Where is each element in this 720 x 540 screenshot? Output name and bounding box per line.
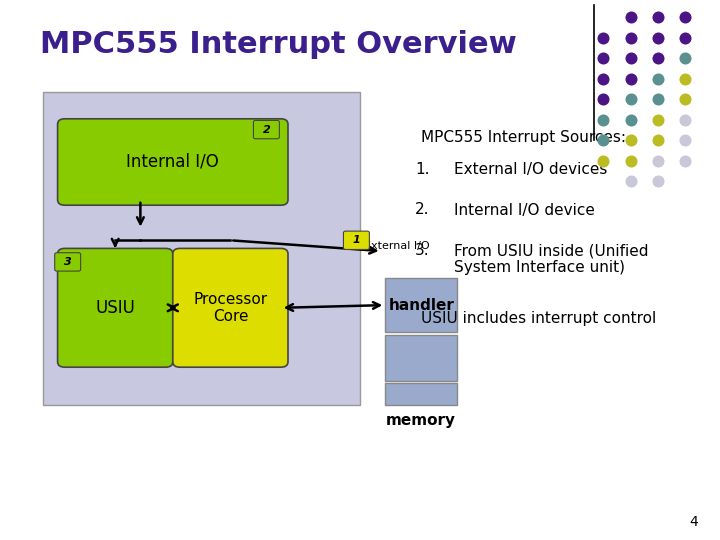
FancyBboxPatch shape	[385, 335, 457, 381]
Point	[680, 13, 691, 22]
Point	[652, 75, 664, 83]
Text: External I/O: External I/O	[364, 241, 430, 251]
Point	[625, 54, 636, 63]
Point	[598, 33, 609, 42]
FancyBboxPatch shape	[58, 119, 288, 205]
Point	[625, 116, 636, 124]
Point	[598, 116, 609, 124]
Text: 1.: 1.	[415, 162, 430, 177]
Point	[598, 54, 609, 63]
FancyBboxPatch shape	[343, 231, 369, 249]
Point	[652, 33, 664, 42]
Text: USIU: USIU	[95, 299, 135, 317]
Point	[652, 116, 664, 124]
Point	[680, 54, 691, 63]
Point	[680, 95, 691, 104]
Text: 3.: 3.	[415, 243, 430, 258]
Text: Internal I/O: Internal I/O	[127, 153, 219, 171]
Point	[625, 177, 636, 186]
Point	[680, 33, 691, 42]
Point	[625, 75, 636, 83]
Point	[625, 157, 636, 165]
Text: MPC555 Interrupt Sources:: MPC555 Interrupt Sources:	[421, 130, 626, 145]
Point	[652, 54, 664, 63]
Point	[680, 136, 691, 145]
FancyBboxPatch shape	[253, 120, 279, 139]
Text: 1: 1	[353, 235, 360, 245]
Text: USIU includes interrupt control: USIU includes interrupt control	[421, 310, 657, 326]
Point	[652, 13, 664, 22]
Text: Internal I/O device: Internal I/O device	[454, 202, 595, 218]
Point	[625, 136, 636, 145]
Point	[680, 116, 691, 124]
Text: memory: memory	[386, 413, 456, 428]
Text: From USIU inside (Unified
System Interface unit): From USIU inside (Unified System Interfa…	[454, 243, 648, 275]
Text: 4: 4	[690, 515, 698, 529]
Point	[598, 95, 609, 104]
Point	[625, 33, 636, 42]
FancyBboxPatch shape	[173, 248, 288, 367]
Text: 3: 3	[64, 257, 71, 267]
Text: handler: handler	[388, 298, 454, 313]
FancyBboxPatch shape	[385, 278, 457, 332]
Text: Processor
Core: Processor Core	[194, 292, 267, 324]
Point	[680, 75, 691, 83]
Point	[598, 157, 609, 165]
Text: MPC555 Interrupt Overview: MPC555 Interrupt Overview	[40, 30, 516, 59]
Text: External I/O devices: External I/O devices	[454, 162, 607, 177]
Point	[680, 157, 691, 165]
Text: 2: 2	[263, 125, 270, 134]
Point	[652, 157, 664, 165]
Point	[625, 13, 636, 22]
Point	[598, 136, 609, 145]
Point	[652, 177, 664, 186]
Point	[652, 136, 664, 145]
FancyBboxPatch shape	[385, 383, 457, 405]
FancyBboxPatch shape	[58, 248, 173, 367]
Text: 2.: 2.	[415, 202, 430, 218]
FancyBboxPatch shape	[43, 92, 360, 405]
FancyBboxPatch shape	[55, 253, 81, 271]
Point	[625, 95, 636, 104]
Point	[598, 75, 609, 83]
Point	[652, 95, 664, 104]
